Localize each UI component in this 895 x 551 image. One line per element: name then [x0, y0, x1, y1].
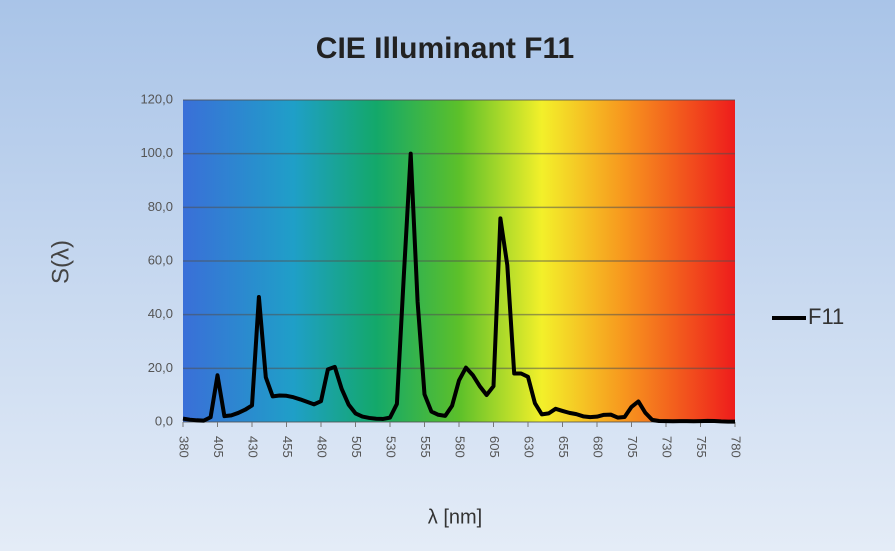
line: [182, 151, 736, 424]
legend-label: F11: [808, 304, 844, 329]
x-tick-label: 705: [625, 436, 640, 458]
x-tick-label: 655: [556, 436, 571, 458]
y-tick-label: 40,0: [148, 306, 173, 321]
y-tick-label: 20,0: [148, 360, 173, 375]
x-tick-label: 755: [694, 436, 709, 458]
y-tick-label: 80,0: [148, 199, 173, 214]
x-axis-label: λ [nm]: [428, 506, 482, 528]
x-tick-label: 555: [418, 436, 433, 458]
x-tick-label: 405: [211, 436, 226, 458]
x-tick-label: 730: [660, 436, 675, 458]
y-axis-label: S(λ): [47, 240, 74, 284]
y-tick-label: 120,0: [140, 91, 173, 106]
y-tick-label: 0,0: [155, 413, 173, 428]
x-tick-label: 455: [280, 436, 295, 458]
x-tick-label: 530: [384, 436, 399, 458]
chart-title: CIE Illuminant F11: [316, 32, 574, 65]
x-tick-label: 505: [349, 436, 364, 458]
x-tick-label: 430: [246, 436, 261, 458]
x-tick-label: 380: [177, 436, 192, 458]
x-tick-label: 680: [591, 436, 606, 458]
x-tick-label: 605: [487, 436, 502, 458]
y-tick-label: 60,0: [148, 252, 173, 267]
y-tick-label: 100,0: [140, 145, 173, 160]
x-tick-label: 480: [315, 436, 330, 458]
x-tick-label: 630: [522, 436, 537, 458]
x-tick-label: 580: [453, 436, 468, 458]
x-tick-label: 780: [729, 436, 744, 458]
